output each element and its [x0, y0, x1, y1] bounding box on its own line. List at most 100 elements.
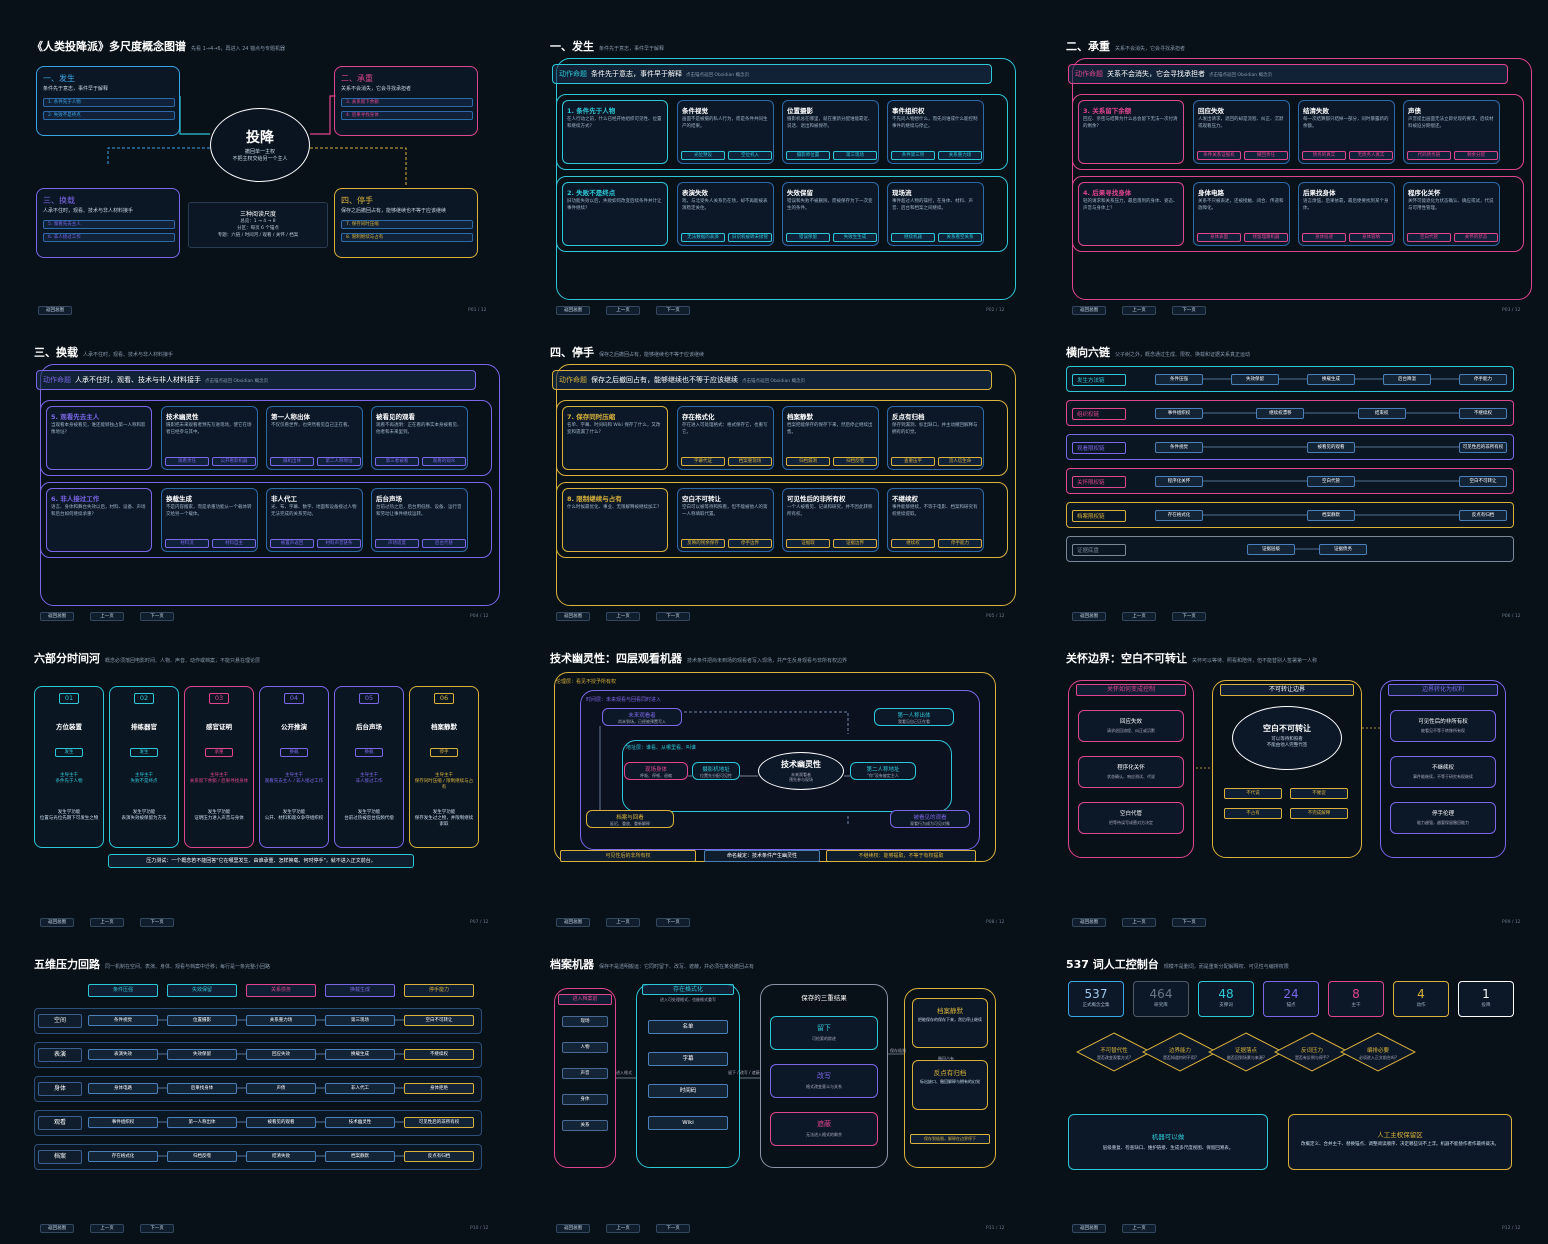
chain-node[interactable]: 后台降温: [1383, 374, 1431, 385]
prev-page-button[interactable]: 上一页: [90, 612, 124, 621]
prev-page-button[interactable]: 上一页: [1122, 306, 1156, 315]
concept-tag[interactable]: 公开看影机器: [212, 457, 256, 466]
chain-node[interactable]: 不继续权: [1459, 408, 1507, 419]
concept-tag[interactable]: 流人信生命: [938, 457, 982, 466]
concept-tag[interactable]: 观看的观众: [422, 457, 466, 466]
back-to-map-button[interactable]: 返回总图: [556, 306, 590, 315]
ghost-node[interactable]: 档案与回看 延迟、重放、重新解释: [586, 810, 674, 828]
prev-page-button[interactable]: 上一页: [606, 1224, 640, 1233]
concept-card[interactable]: 表演失效 戏，与北受失人关系仍在场，却不再能被表演稳定关住。 无法数据的表演 旧识机被…: [677, 182, 774, 246]
next-page-button[interactable]: 下一页: [140, 918, 174, 927]
anchor-card[interactable]: 8. 限制继续与占有 什么时候最优化、事业、无限解释被继续加工?: [562, 488, 668, 552]
chain-node[interactable]: 空白不可转让: [1459, 476, 1507, 487]
chain-node[interactable]: 空白代管: [1307, 476, 1355, 487]
concept-tag[interactable]: 反映的残余保存: [681, 539, 725, 548]
concept-card[interactable]: 非人代工 光、布、字幕、数字、地面和设备接过人物无法完成的关系劳动。 被置声返回 材料…: [266, 488, 363, 552]
ghost-node[interactable]: 现场身体 呼吸、停顿、退缩: [624, 762, 688, 780]
concept-tag[interactable]: 停手边界: [728, 539, 772, 548]
quadrant-1[interactable]: 一、发生 条件先于意志，事件早于解释 1. 条件先于人物 2. 失败不是终点: [36, 66, 180, 136]
format-item[interactable]: 字幕: [648, 1052, 728, 1066]
concept-card[interactable]: 技术幽灵性 摄影把未来观看者预先写进现场，使它在场者已经参与其中。 观看责任 公开看影…: [161, 406, 258, 470]
prev-page-button[interactable]: 上一页: [606, 918, 640, 927]
back-to-map-button[interactable]: 返回总图: [40, 918, 74, 927]
pre-archive-item[interactable]: 人物: [562, 1042, 608, 1053]
quadrant-2[interactable]: 二、承重 关系不会消失，它会寻找承担者 3. 关系留下余额 4. 后果寻找身体: [334, 66, 478, 136]
concept-tag[interactable]: 被置声返回: [270, 539, 314, 548]
concept-card[interactable]: 存在格式化 存在进入可处理格式：格式保存它，也重写它。 字幕代证 档案重现场: [677, 406, 774, 470]
care-node[interactable]: 程序化关怀 状态确认、响应测试、代说: [1078, 756, 1184, 788]
concept-tag[interactable]: 身体容纳: [1349, 233, 1393, 242]
boundary-tag[interactable]: 不完成解释: [1290, 808, 1348, 819]
concept-card[interactable]: 条件视觉 画面不是被摄的私人行为，而是条件共同生产的结果。 光位预设 空位机入: [677, 100, 774, 164]
ghost-node[interactable]: 摄影机地址 位置先分配可见性: [692, 762, 740, 780]
concept-card[interactable]: 换载生成 不是内容搬家，而是承重功能从一个载体转交给另一个载体。 材料流 材料自主: [161, 488, 258, 552]
loop-node[interactable]: 空白不可转让: [404, 1015, 474, 1026]
concept-card[interactable]: 被看见的观看 观看不再透明：正在看的事实本身被看见、他者和未来里到。 第三者被看 观看…: [371, 406, 468, 470]
concept-tag[interactable]: 后台代替: [422, 539, 466, 548]
concept-tag[interactable]: 空位机入: [728, 151, 772, 160]
loop-node[interactable]: 表演失效: [88, 1049, 158, 1060]
chain-node[interactable]: 反点有归档: [1459, 510, 1507, 521]
loop-node[interactable]: 回应失效: [246, 1049, 316, 1060]
back-to-map-button[interactable]: 返回总图: [38, 306, 72, 315]
river-column[interactable]: 04 公开推演 换载 主导主干 观看先去主人 / 非人接过工作 发生学功能 公开、材料和…: [259, 686, 329, 848]
prev-page-button[interactable]: 上一页: [90, 918, 124, 927]
concept-tag[interactable]: 证据边界: [833, 539, 877, 548]
pre-archive-item[interactable]: 声音: [562, 1068, 608, 1079]
chain-node[interactable]: 档案静默: [1307, 510, 1355, 521]
pre-archive-item[interactable]: 关系: [562, 1120, 608, 1131]
concept-tag[interactable]: 关怀的状态: [1454, 233, 1498, 242]
anchor-card[interactable]: 1. 条件先于人物 在人行动之前，什么已经开始组织可见性、位置和继续方式?: [562, 100, 668, 164]
chain-node[interactable]: 换载生成: [1307, 374, 1355, 385]
silence-card[interactable]: 反点有归档 标出缺口、撤回解释与拥有的幻觉: [912, 1060, 988, 1110]
anchor-card[interactable]: 7. 保存同时压缩 名单、字幕、时间码和 Wiki 保存了什么，又改变和遗漏了什么…: [562, 406, 668, 470]
loop-node[interactable]: 被看见的观看: [246, 1117, 316, 1128]
next-page-button[interactable]: 下一页: [1172, 918, 1206, 927]
chain-node[interactable]: 存在格式化: [1155, 510, 1203, 521]
concept-tag[interactable]: 残留理路机器: [1244, 233, 1288, 242]
concept-card[interactable]: 程序化关怀 关怀可能退化为状态确认、确应或试，代说与可用性管理。 空白代管 关怀的状态: [1403, 182, 1500, 246]
anchor-card[interactable]: 2. 失败不是终点 旧功能失效以后，失败如何改变后续条件并计让事件继续?: [562, 182, 668, 246]
boundary-tag[interactable]: 不占有: [1224, 808, 1282, 819]
concept-tag[interactable]: 失败生生成: [833, 233, 877, 242]
loop-node[interactable]: 身体电路: [88, 1083, 158, 1094]
river-column[interactable]: 05 后台声场 换载 主导主干 非人接过工作 发生学功能 台前过热被后台低频代偿: [334, 686, 404, 848]
concept-tag[interactable]: 空白代管: [1407, 233, 1451, 242]
anchor-link[interactable]: 6. 非人接过工作: [43, 233, 175, 242]
prev-page-button[interactable]: 上一页: [606, 612, 640, 621]
next-page-button[interactable]: 下一页: [656, 1224, 690, 1233]
concept-tag[interactable]: 身体投递: [1302, 233, 1346, 242]
river-column[interactable]: 06 档案静默 停手 主导主干 保存同时压缩 / 限制继续与占有 发生学功能 保存发生过…: [409, 686, 479, 848]
river-column[interactable]: 03 感官证明 承重 主导主干 关系留下余额 / 后果寻找身体 发生学功能 证明压力进入…: [184, 686, 254, 848]
concept-tag[interactable]: 摄机出体: [270, 457, 314, 466]
ghost-bottom-tag[interactable]: 命名裁定：技术条件产生幽灵性: [704, 850, 820, 862]
concept-tag[interactable]: 剩余分配: [1454, 151, 1498, 160]
anchor-card[interactable]: 4. 后果寻找身体 轻的请求和关系压力，最后落到的身体、姿态、声音与身体上?: [1078, 182, 1184, 246]
loop-node[interactable]: 身体拒绝: [404, 1083, 474, 1094]
concept-tag[interactable]: 光位预设: [681, 151, 725, 160]
concept-card[interactable]: 档案静默 档案把能保存的保存下来，然后停止继续出售。 归档漏洞 归档反噬: [782, 406, 879, 470]
prev-page-button[interactable]: 上一页: [90, 1224, 124, 1233]
chain-node[interactable]: 条件压强: [1155, 374, 1203, 385]
anchor-link[interactable]: 5. 观看先去主人: [43, 220, 175, 229]
concept-card[interactable]: 后果找身体 语言烦恼，后果依靠，最后便要找到某个身体。 身体投递 身体容纳: [1298, 182, 1395, 246]
concept-tag[interactable]: 摄影师位置: [786, 151, 830, 160]
concept-tag[interactable]: 无债务人真实: [1349, 151, 1393, 160]
anchor-link[interactable]: 1. 条件先于人物: [43, 98, 175, 107]
ghost-node[interactable]: 技术幽灵性 未来观看者 预先参与现场: [758, 752, 844, 790]
result-card[interactable]: 改写 格式改变意义与关系: [770, 1064, 878, 1098]
concept-card[interactable]: 现场流 事件超过人物的操控，在身体、材料、声音、后台和档案之间继续。 继续机器 关系看…: [887, 182, 984, 246]
loop-node[interactable]: 档案静默: [325, 1151, 395, 1162]
care-node[interactable]: 不继续权 事件能继续，不等于研究有权继续: [1390, 756, 1496, 788]
back-to-map-button[interactable]: 返回总图: [40, 612, 74, 621]
loop-node[interactable]: 第一人称出体: [167, 1117, 237, 1128]
kpi-card[interactable]: 8 主干: [1328, 981, 1384, 1017]
concept-card[interactable]: 可见性后的非所有权 一个人被看见、记录和研究，并不因此转移所有权。 证据取 证据边界: [782, 488, 879, 552]
concept-tag[interactable]: 条件第三项: [891, 151, 935, 160]
loop-node[interactable]: 不继续权: [404, 1049, 474, 1060]
concept-tag[interactable]: 继续机器: [891, 233, 935, 242]
concept-tag[interactable]: 条件关系证据机: [1197, 151, 1241, 160]
criterion-diamond[interactable]: 反词压力 是否有反例与停手?: [1274, 1032, 1350, 1072]
chain-node[interactable]: 事件组织权: [1155, 408, 1203, 419]
care-node[interactable]: 回应失效 请求退回流程、纠正或沉默: [1078, 710, 1184, 742]
